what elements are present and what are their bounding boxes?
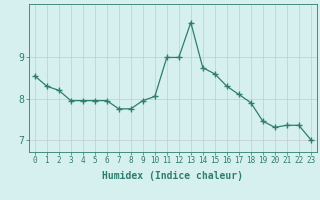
X-axis label: Humidex (Indice chaleur): Humidex (Indice chaleur): [102, 171, 243, 181]
